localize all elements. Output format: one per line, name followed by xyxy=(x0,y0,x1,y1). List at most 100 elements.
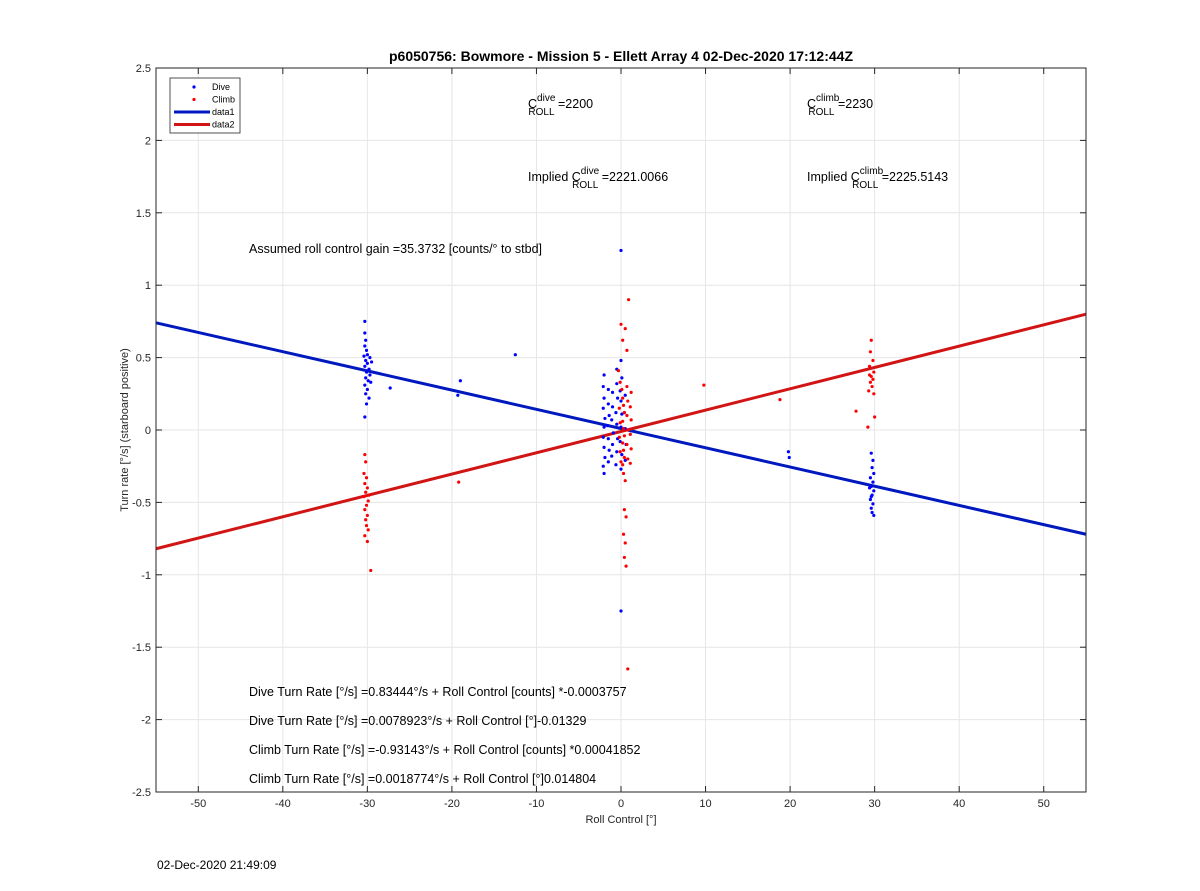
climb-data-point xyxy=(867,389,871,393)
climb-data-point xyxy=(628,461,632,465)
climb-data-point xyxy=(868,350,873,354)
dive-data-point xyxy=(606,387,610,392)
dive-data-point xyxy=(619,609,623,613)
climb-data-point xyxy=(362,471,366,476)
legend-dive-marker xyxy=(192,85,196,89)
climb-data-point xyxy=(628,432,632,436)
climb-data-point xyxy=(363,534,367,538)
dive-data-point xyxy=(363,415,367,419)
climb-data-point xyxy=(628,405,632,409)
x-tick-label: -20 xyxy=(444,798,460,810)
dive-data-point xyxy=(871,502,875,506)
climb-data-point xyxy=(702,383,706,387)
dive-data-point xyxy=(872,471,876,476)
climb-data-point xyxy=(871,377,875,381)
dive-data-point xyxy=(614,463,618,467)
data2-fit-line xyxy=(155,312,1087,551)
dive-data-point xyxy=(364,392,368,396)
climb-data-point xyxy=(621,532,626,536)
dive-data-point xyxy=(615,450,619,454)
dive-data-point xyxy=(610,454,614,458)
climb-data-point xyxy=(621,441,625,445)
dive-data-point xyxy=(868,497,873,502)
climb-data-point xyxy=(869,338,873,342)
dive-data-point xyxy=(619,425,623,429)
climb-data-point xyxy=(362,495,366,499)
dive-data-point xyxy=(619,399,623,403)
dive-data-point xyxy=(614,411,618,415)
legend-data2-label: data2 xyxy=(212,120,235,130)
climb-data-point xyxy=(624,564,628,568)
dive-data-point xyxy=(364,376,368,380)
dive-data-point xyxy=(620,453,624,457)
dive-data-point xyxy=(363,319,367,323)
climb-data-point xyxy=(364,476,369,480)
dive-data-point xyxy=(607,448,611,452)
climb-data-point xyxy=(626,428,630,432)
dive-data-point xyxy=(365,387,369,392)
dive-data-point xyxy=(610,442,615,447)
c-roll-dive-label: Cdive ROLL =2200 xyxy=(528,93,593,118)
climb-data-point xyxy=(622,434,626,438)
dive-data-point xyxy=(620,376,624,380)
dive-data-point xyxy=(610,390,615,394)
footer-timestamp: 02-Dec-2020 21:49:09 xyxy=(157,858,277,872)
dive-data-point xyxy=(601,384,605,389)
dive-data-point xyxy=(787,455,791,460)
dive-data-point xyxy=(364,370,369,374)
climb-data-point xyxy=(868,380,873,384)
dive-data-point xyxy=(606,402,610,406)
climb-data-point xyxy=(625,413,629,418)
x-tick-label: 10 xyxy=(699,798,711,810)
dive-data-point xyxy=(871,480,875,484)
climb-data-point xyxy=(622,555,626,560)
dive-data-point xyxy=(611,431,615,435)
climb-data-point xyxy=(364,460,368,464)
dive-data-point xyxy=(363,344,367,348)
climb-data-point xyxy=(626,399,630,403)
dive-data-point xyxy=(364,402,369,406)
dive-data-point xyxy=(603,455,607,460)
climb-data-point xyxy=(867,373,872,377)
dive-data-point xyxy=(513,353,517,357)
climb-data-point xyxy=(872,392,876,396)
climb-data-point xyxy=(457,480,461,484)
dive-data-point xyxy=(620,412,624,416)
climb-data-point xyxy=(624,515,628,519)
annotations: Cdive ROLL =2200 Cclimb ROLL =2230 Implied… xyxy=(249,93,948,786)
climb-data-point xyxy=(623,327,627,331)
implied-c-roll-dive-label: Implied Cdive ROLL =2221.0066 xyxy=(528,166,668,191)
y-tick-label: 2.5 xyxy=(136,63,151,75)
y-tick-label: 1 xyxy=(145,280,151,292)
climb-data-point xyxy=(866,425,870,429)
dive-data-point xyxy=(603,416,607,421)
legend-data1-label: data1 xyxy=(212,107,235,117)
climb-data-point xyxy=(625,348,629,352)
dive-data-point xyxy=(364,358,368,363)
climb-data-point xyxy=(621,471,626,476)
dive-data-point xyxy=(363,331,367,335)
climb-data-point xyxy=(364,523,369,528)
climb-data-point xyxy=(364,503,369,507)
legend-climb-marker xyxy=(192,97,196,102)
x-tick-label: 30 xyxy=(869,798,881,810)
dive-data-point xyxy=(458,379,462,383)
climb-data-point xyxy=(621,448,626,452)
dive-data-point xyxy=(601,464,605,468)
climb-data-point xyxy=(627,298,631,302)
x-tick-label: 50 xyxy=(1038,798,1050,810)
dive-data-point xyxy=(601,406,605,410)
climb-data-point xyxy=(625,384,629,389)
climb-data-point xyxy=(621,463,625,467)
dive-data-point xyxy=(623,458,627,463)
x-tick-label: -10 xyxy=(529,798,545,810)
dive-data-point xyxy=(602,373,606,377)
dive-data-point xyxy=(615,382,619,386)
climb-data-point xyxy=(872,370,876,374)
x-tick-label: 20 xyxy=(784,798,796,810)
climb-data-point xyxy=(623,541,627,545)
dive-data-point xyxy=(623,393,627,397)
dive-data-point xyxy=(368,373,372,377)
x-tick-label: 40 xyxy=(953,798,965,810)
